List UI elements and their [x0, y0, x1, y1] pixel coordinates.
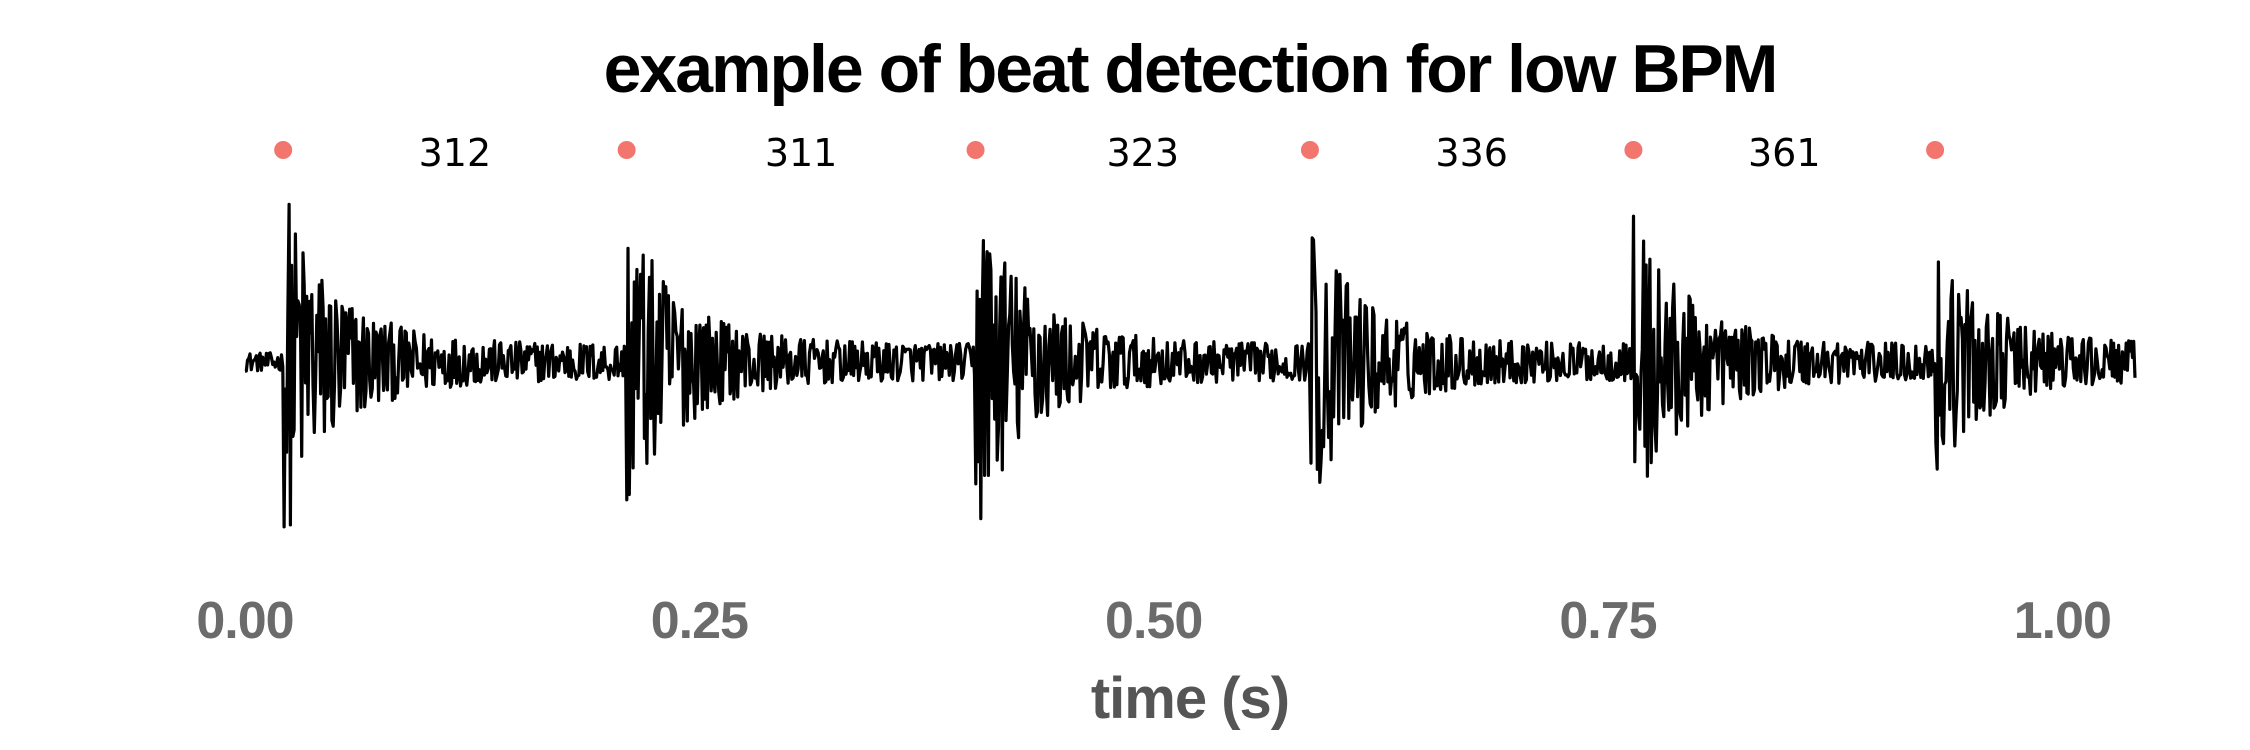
- x-tick-label: 0.50: [1105, 592, 1202, 650]
- beat-marker: [966, 141, 985, 159]
- x-axis-label: time (s): [1091, 666, 1289, 731]
- x-tick-label: 0.00: [196, 592, 293, 650]
- x-tick-label: 0.75: [1559, 592, 1656, 650]
- waveform-line: [244, 202, 2137, 529]
- beat-marker: [1926, 141, 1945, 159]
- beat-marker: [617, 141, 636, 159]
- x-tick-label: 1.00: [2014, 592, 2111, 650]
- x-tick-label: 0.25: [651, 592, 748, 650]
- waveform-series: [244, 202, 2137, 529]
- beat-marker: [1300, 141, 1319, 159]
- beat-interval-labels: 312 311 323 336 361: [419, 131, 1821, 175]
- beat-interval-label: 311: [765, 131, 838, 175]
- x-axis-tick-labels: 0.00 0.25 0.50 0.75 1.00: [196, 592, 2112, 650]
- chart-title: example of beat detection for low BPM: [604, 31, 1777, 107]
- beat-markers: [274, 141, 1945, 159]
- beat-interval-label: 323: [1106, 131, 1179, 175]
- beat-interval-label: 336: [1435, 131, 1508, 175]
- beat-interval-label: 361: [1748, 131, 1821, 175]
- beat-marker: [274, 141, 293, 159]
- beat-interval-label: 312: [419, 131, 492, 175]
- beat-marker: [1624, 141, 1643, 159]
